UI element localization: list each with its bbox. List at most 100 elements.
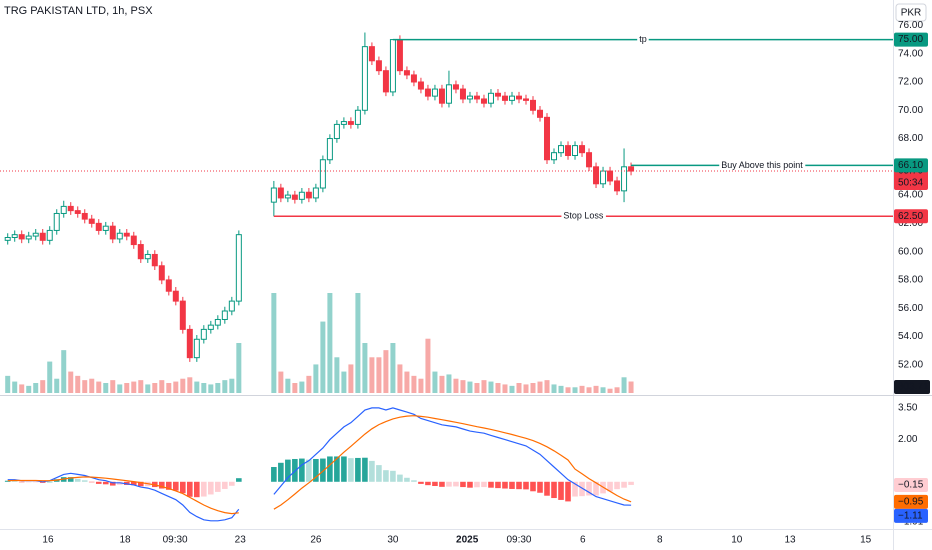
histogram-bar <box>74 478 81 482</box>
y-tick-label: 3.50 <box>898 403 918 414</box>
candle-body <box>88 218 95 224</box>
macd-tag-bg <box>894 494 928 509</box>
histogram-bar <box>621 481 627 488</box>
x-tick-label: 09:30 <box>163 535 188 546</box>
volume-bar <box>425 338 431 393</box>
volume-bar <box>103 383 109 393</box>
candle-body <box>284 194 291 199</box>
candle-body <box>621 166 628 192</box>
x-tick-label: 23 <box>235 535 247 546</box>
histogram-bar <box>404 477 410 482</box>
histogram-bar <box>208 481 214 495</box>
volume-bar <box>124 383 130 393</box>
level-label-bg <box>719 159 806 170</box>
histogram-bar <box>320 458 326 482</box>
candle-body <box>214 318 221 326</box>
candle-body <box>565 145 572 157</box>
candle-body <box>431 88 438 97</box>
volume-bar <box>383 350 389 393</box>
candle-body <box>487 92 494 104</box>
histogram-bar <box>502 481 508 489</box>
volume-bar <box>299 381 305 393</box>
currency[interactable]: PKR <box>901 8 922 19</box>
histogram-bar <box>32 481 39 483</box>
candle-body <box>319 159 326 189</box>
histogram-bar <box>180 481 186 494</box>
candle-body <box>60 205 67 214</box>
volume-bar <box>537 381 543 393</box>
histogram-bar <box>530 481 536 492</box>
volume-bar <box>180 378 186 393</box>
volume-bar <box>397 364 403 393</box>
currency-box[interactable] <box>895 3 927 22</box>
candle-body <box>466 95 473 100</box>
x-tick-label: 18 <box>119 535 131 546</box>
histogram-bar <box>67 477 74 482</box>
volume-bar <box>432 371 438 393</box>
volume-bar <box>404 371 410 393</box>
x-tick-label: 6 <box>580 535 586 546</box>
histogram-bar <box>418 481 424 484</box>
histogram-bar <box>607 481 613 492</box>
candle-body <box>53 212 60 231</box>
candle-body <box>312 187 319 199</box>
candle-body <box>74 210 81 214</box>
volume-bar <box>320 321 326 393</box>
y-tick-label: 68.00 <box>898 133 923 144</box>
y-tick-label: 60.00 <box>898 246 923 257</box>
volume-bar <box>152 383 158 393</box>
candle-body <box>4 236 11 241</box>
candle-body <box>515 95 522 100</box>
histogram-bar <box>509 481 515 489</box>
x-tick-label: 13 <box>784 535 796 546</box>
volume-bar <box>201 383 207 393</box>
histogram-bar <box>285 459 291 482</box>
candle-body <box>235 234 242 302</box>
histogram-bar <box>544 481 550 496</box>
x-tick-label: 09:30 <box>506 535 531 546</box>
candle-body <box>410 74 417 83</box>
candle-body <box>452 84 459 90</box>
candle-body <box>25 235 32 240</box>
candle-body <box>193 338 200 359</box>
histogram-bar <box>523 481 529 490</box>
candle-body <box>389 39 396 93</box>
candle-body <box>537 109 544 118</box>
candle-body <box>459 88 466 100</box>
volume-bar <box>558 385 564 393</box>
histogram-bar <box>376 465 382 482</box>
histogram-bar <box>516 481 522 490</box>
histogram-bar <box>88 481 95 483</box>
y-tick-label: 76.00 <box>898 20 923 31</box>
histogram-bar <box>222 481 228 489</box>
candle-body <box>445 84 452 104</box>
candle-body <box>480 98 487 104</box>
histogram-bar <box>187 481 193 497</box>
x-tick-label: 10 <box>731 535 743 546</box>
histogram-bar <box>565 481 571 502</box>
histogram-bar <box>439 481 445 487</box>
volume-bar <box>628 381 634 393</box>
histogram-bar <box>299 458 305 482</box>
volume-bar <box>75 375 81 393</box>
candle-body <box>130 235 137 246</box>
volume-bar <box>369 357 375 393</box>
volume-bar <box>166 383 172 393</box>
histogram-bar <box>411 480 417 482</box>
candle-body <box>207 324 214 330</box>
countdown: 50:34 <box>898 178 923 189</box>
candle-body <box>18 234 25 240</box>
candle-body <box>403 70 410 76</box>
histogram-bar <box>383 470 389 482</box>
candle-body <box>600 170 607 185</box>
candle-body <box>354 109 361 125</box>
volume-bar <box>502 384 508 393</box>
volume-bar <box>145 384 151 393</box>
candle-body <box>375 60 382 72</box>
histogram-bar <box>432 481 438 487</box>
volume-bar <box>390 343 396 393</box>
volume-bar <box>285 378 291 393</box>
volume-bar <box>278 371 284 393</box>
candle-body <box>116 232 123 240</box>
volume-bar <box>208 384 214 393</box>
